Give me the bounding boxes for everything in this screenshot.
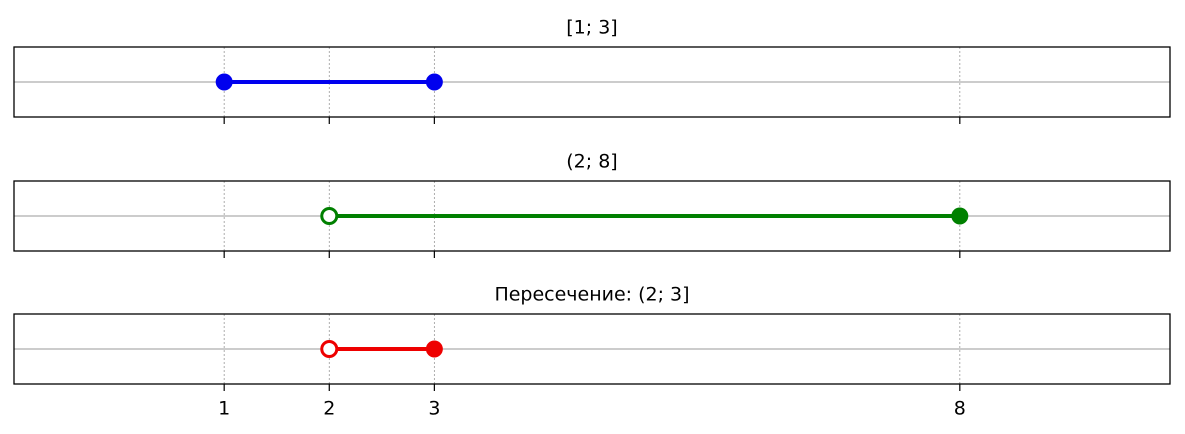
open-endpoint — [320, 340, 339, 358]
closed-endpoint — [425, 73, 443, 91]
axes-frame — [13, 180, 1171, 252]
subplot-title: [1; 3] — [566, 17, 617, 39]
axes-frame — [13, 313, 1171, 385]
x-tick-label: 1 — [218, 398, 230, 420]
closed-endpoint — [215, 73, 233, 91]
closed-endpoint — [425, 340, 443, 358]
x-tick-label: 3 — [428, 398, 440, 420]
x-tick-label: 8 — [954, 398, 966, 420]
x-tick-label: 2 — [323, 398, 335, 420]
subplot-title: Пересечение: (2; 3] — [494, 284, 689, 306]
axes-frame — [13, 46, 1171, 118]
open-endpoint — [320, 207, 339, 225]
subplot-title: (2; 8] — [566, 151, 617, 173]
closed-endpoint — [951, 207, 969, 225]
